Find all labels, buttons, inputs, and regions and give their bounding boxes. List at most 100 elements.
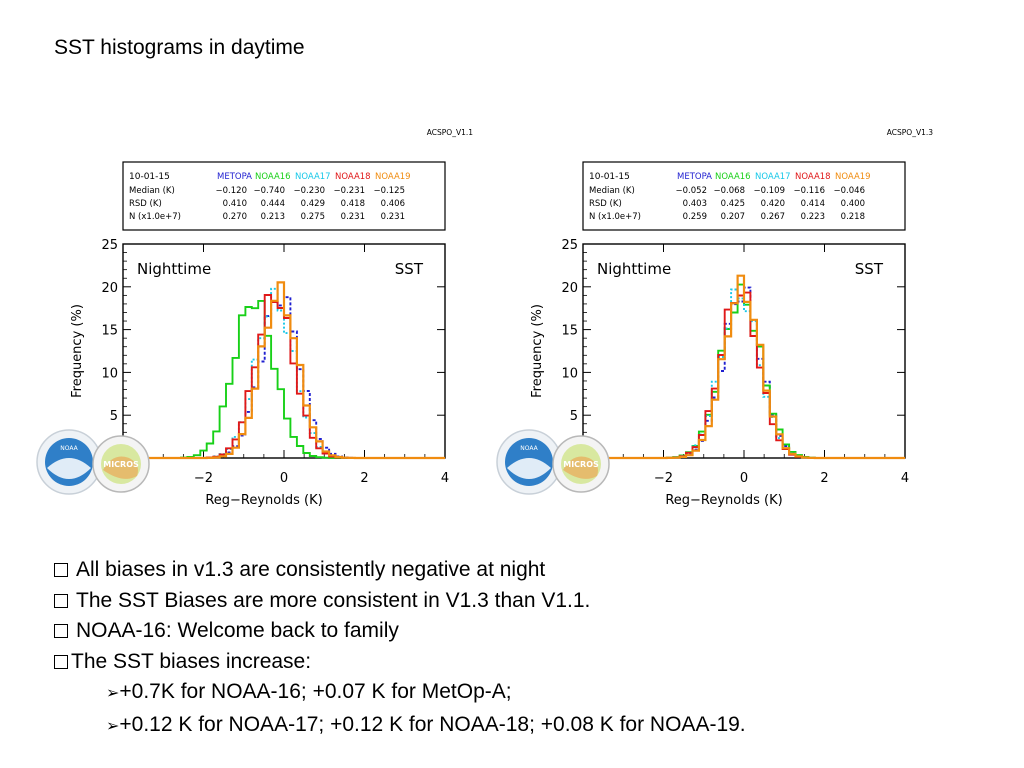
y-axis-label: Frequency (%)	[530, 304, 545, 398]
stats-value: 0.420	[761, 199, 785, 209]
stats-value: −0.231	[334, 186, 365, 196]
version-label: ACSPO_V1.3	[887, 128, 933, 137]
x-tick-label: −2	[194, 471, 213, 486]
stats-value: 0.275	[301, 212, 325, 222]
x-tick-label: 4	[901, 471, 909, 486]
stats-value: 0.223	[801, 212, 825, 222]
histogram-series-noaa19	[583, 274, 905, 460]
x-tick-label: −2	[654, 471, 673, 486]
stats-value: 0.406	[381, 199, 405, 209]
noaa-logo-icon: NOAA	[36, 429, 102, 495]
micros-logo-patch	[563, 456, 598, 479]
bullet-text: NOAA-16: Welcome back to family	[76, 619, 399, 642]
stats-value: −0.109	[754, 186, 785, 196]
stats-value: 0.231	[341, 212, 365, 222]
plot-frame	[122, 243, 446, 459]
arrow-bullet-icon: ➢	[106, 717, 120, 735]
stats-date: 10-01-15	[129, 172, 170, 182]
noaa-logo-text: NOAA	[520, 445, 538, 452]
y-axis-label: Frequency (%)	[70, 304, 85, 398]
y-tick-label: 10	[101, 366, 118, 381]
stats-satellite-name: METOPA	[677, 172, 712, 182]
stats-satellite-name: NOAA18	[335, 172, 371, 182]
bullet-item: The SST Biases are more consistent in V1…	[54, 586, 994, 617]
x-tick-label: 0	[740, 471, 748, 486]
plot-title-right: SST	[395, 260, 424, 278]
x-tick-label: 4	[441, 471, 449, 486]
stats-value: 0.444	[261, 199, 285, 209]
stats-value: 0.259	[683, 212, 707, 222]
y-tick-label: 10	[561, 366, 578, 381]
histogram-chart-v1-3: ACSPO_V1.3 10-01-15 Median (K) RSD (K) N (x1…	[493, 118, 953, 520]
stats-row-label: Median (K)	[589, 186, 635, 196]
stats-value: 0.218	[841, 212, 865, 222]
stats-value: 0.425	[721, 199, 745, 209]
y-tick-label: 5	[110, 409, 118, 424]
y-tick-label: 25	[101, 238, 118, 253]
sub-bullet-text: +0.7K for NOAA-16; +0.07 K for MetOp-A;	[119, 680, 512, 703]
noaa-logo-wave	[47, 458, 91, 479]
histogram-chart-v1-1: ACSPO_V1.1 10-01-15 Median (K) RSD (K) N (x1…	[33, 118, 493, 520]
stats-value: 0.213	[261, 212, 285, 222]
plot-title-left: Nighttime	[137, 260, 211, 278]
plot-title-right: SST	[855, 260, 884, 278]
plot-title-left: Nighttime	[597, 260, 671, 278]
stats-value: 0.418	[341, 199, 365, 209]
slide-title: SST histograms in daytime	[54, 36, 305, 59]
stats-value: −0.052	[676, 186, 707, 196]
stats-value: 0.403	[683, 199, 707, 209]
stats-satellite-name: NOAA19	[835, 172, 871, 182]
stats-row-label: RSD (K)	[589, 199, 622, 209]
micros-logo-icon: MICROS	[92, 435, 150, 493]
stats-value: 0.429	[301, 199, 325, 209]
stats-satellite-name: NOAA17	[755, 172, 791, 182]
stats-value: 0.410	[223, 199, 247, 209]
micros-logo-text: MICROS	[563, 460, 599, 469]
sub-bullet-item: ➢+0.12 K for NOAA-17; +0.12 K for NOAA-1…	[54, 710, 994, 743]
histogram-series-noaa19	[123, 281, 445, 460]
x-tick-label: 2	[820, 471, 828, 486]
square-bullet-icon	[54, 624, 68, 638]
y-tick-label: 15	[561, 324, 578, 339]
y-tick-label: 15	[101, 324, 118, 339]
stats-value: 0.414	[801, 199, 825, 209]
square-bullet-icon	[54, 563, 68, 577]
stats-value: 0.267	[761, 212, 785, 222]
stats-satellite-name: NOAA16	[255, 172, 291, 182]
stats-value: −0.046	[834, 186, 865, 196]
histogram-panel-v1-3: ACSPO_V1.3 10-01-15 Median (K) RSD (K) N (x1…	[493, 118, 953, 520]
noaa-logo-wave	[507, 458, 551, 479]
sub-bullet-text: +0.12 K for NOAA-17; +0.12 K for NOAA-18…	[119, 712, 746, 736]
x-tick-label: 0	[280, 471, 288, 486]
stats-value: 0.270	[223, 212, 247, 222]
stats-date: 10-01-15	[589, 172, 630, 182]
stats-value: −0.116	[794, 186, 825, 196]
stats-value: 0.400	[841, 199, 865, 209]
version-label: ACSPO_V1.1	[427, 128, 473, 137]
stats-value: −0.120	[216, 186, 247, 196]
stats-row-label: RSD (K)	[129, 199, 162, 209]
bullet-item: The SST biases increase:	[54, 647, 994, 678]
stats-box	[122, 161, 446, 231]
y-tick-label: 5	[570, 409, 578, 424]
bullet-item: All biases in v1.3 are consistently nega…	[54, 555, 994, 586]
y-tick-label: 25	[561, 238, 578, 253]
square-bullet-icon	[54, 593, 68, 608]
bullet-item: NOAA-16: Welcome back to family	[54, 616, 994, 647]
histogram-panel-v1-1: ACSPO_V1.1 10-01-15 Median (K) RSD (K) N (x1…	[33, 118, 493, 520]
bullet-text: The SST Biases are more consistent in V1…	[76, 588, 591, 612]
bullet-list: All biases in v1.3 are consistently nega…	[54, 555, 994, 742]
stats-satellite-name: NOAA19	[375, 172, 411, 182]
noaa-logo-text: NOAA	[60, 445, 78, 452]
noaa-logo-icon: NOAA	[496, 429, 562, 495]
bullet-text: All biases in v1.3 are consistently nega…	[76, 558, 546, 581]
stats-row-label: Median (K)	[129, 186, 175, 196]
micros-logo-patch	[103, 456, 138, 479]
stats-satellite-name: NOAA17	[295, 172, 331, 182]
stats-row-label: N (x1.0e+7)	[589, 212, 641, 222]
bullet-text: The SST biases increase:	[71, 649, 312, 673]
stats-box	[582, 161, 906, 231]
arrow-bullet-icon: ➢	[106, 685, 120, 702]
micros-logo-text: MICROS	[103, 460, 139, 469]
stats-satellite-name: METOPA	[217, 172, 252, 182]
